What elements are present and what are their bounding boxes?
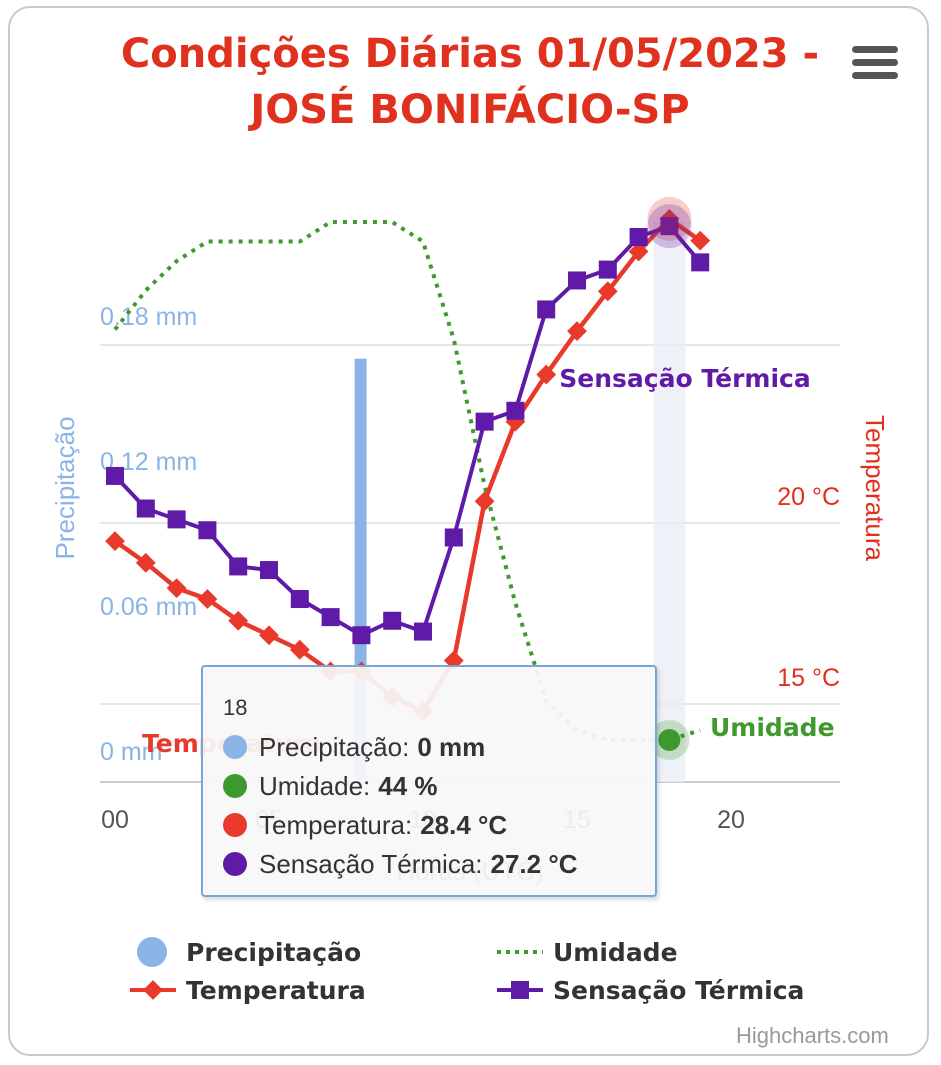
hover-band [653,222,686,782]
sensacao-point [691,253,710,272]
y-axis-title-precipitacao: Precipitação [50,416,80,559]
sensacao-point [444,528,463,547]
legend-dotted-line-icon [497,935,545,969]
umidade-hover-point [658,729,681,751]
hamburger-menu-icon[interactable] [852,46,898,82]
annotation-sensacao: Sensação Térmica [559,364,810,393]
x-tick-label: 20 [717,806,745,834]
temperatura-point [536,364,557,385]
temperatura-point [567,321,587,342]
sensacao-point [414,622,432,641]
y-tick-label-temperatura: 20 °C [777,483,840,511]
tooltip-value: 44 % [378,770,438,801]
legend-line-square-icon [497,973,545,1007]
sensacao-point [629,228,648,247]
sensacao-point [136,499,155,518]
tooltip-row-temperatura: Temperatura: 28.4 °C [223,809,507,841]
sensacao-point [598,260,617,279]
sensacao-point [660,217,679,236]
temperatura-point [474,491,495,512]
legend-label: Precipitação [186,937,362,967]
tooltip-value: 27.2 °C [490,848,578,879]
temperatura-point [289,639,310,660]
tooltip-label: Temperatura: [259,809,413,840]
credits-link[interactable]: Highcharts.com [736,1023,889,1048]
legend-label: Sensação Térmica [553,975,805,1005]
y-tick-label-precipitacao: 0.06 mm [100,593,197,621]
tooltip-row-sensacao: Sensação Térmica: 27.2 °C [223,848,578,880]
legend-label: Temperatura [186,975,366,1005]
annotation-umidade: Umidade [710,713,835,742]
tooltip: 18 Precipitação: 0 mm Umidade: 44 % Temp… [201,665,657,897]
sensacao-point [290,590,309,609]
x-tick-label: 00 [101,806,129,834]
y-tick-label-temperatura: 15 °C [777,664,840,692]
legend-line-diamond-icon [130,973,178,1007]
umidade-line [113,220,701,742]
temperatura-point [597,281,618,302]
tooltip-label: Umidade: [259,770,371,801]
legend-item-precipitacao[interactable]: Precipitação [130,935,361,969]
sensacao-point [321,608,340,627]
sensacao-point [383,611,402,630]
tooltip-header: 18 [223,695,248,720]
sensacao-dot-icon [223,852,247,876]
temperatura-dot-icon [223,813,247,837]
legend-item-sensacao[interactable]: Sensação Térmica [497,973,804,1007]
chart-title-line2: JOSÉ BONIFÁCIO-SP [250,87,690,133]
y-axis-title-temperatura: Temperatura [860,415,890,561]
tooltip-label: Precipitação: [259,731,410,762]
sensacao-point [352,626,371,645]
y-tick-label-precipitacao: 0 mm [100,738,163,766]
legend-label: Umidade [553,937,678,967]
tooltip-label: Sensação Térmica: [259,848,483,879]
temperatura-point [259,625,279,646]
sensacao-point [198,521,217,540]
sensacao-point [475,412,494,431]
sensacao-point [106,466,124,485]
chart-title-line1: Condições Diárias 01/05/2023 - [120,31,820,77]
tooltip-row-umidade: Umidade: 44 % [223,770,438,802]
tooltip-value: 28.4 °C [420,809,508,840]
sensacao-hover-halo [647,204,692,249]
tooltip-value: 0 mm [417,731,486,762]
sensacao-point [537,300,556,319]
precipitacao-dot-icon [223,735,247,759]
sensacao-point [260,561,278,580]
tooltip-row-precipitacao: Precipitação: 0 mm [223,731,485,763]
temperatura-hover-halo [647,196,692,241]
legend-item-temperatura[interactable]: Temperatura [130,973,366,1007]
legend-circle-icon [130,935,178,969]
sensacao-point [568,271,586,290]
sensacao-point [229,557,248,576]
sensacao-point [506,401,525,420]
chart-title: Condições Diárias 01/05/2023 - JOSÉ BONI… [60,26,880,138]
sensacao-point [167,510,186,529]
umidade-dot-icon [223,774,247,798]
legend-item-umidade[interactable]: Umidade [497,935,678,969]
